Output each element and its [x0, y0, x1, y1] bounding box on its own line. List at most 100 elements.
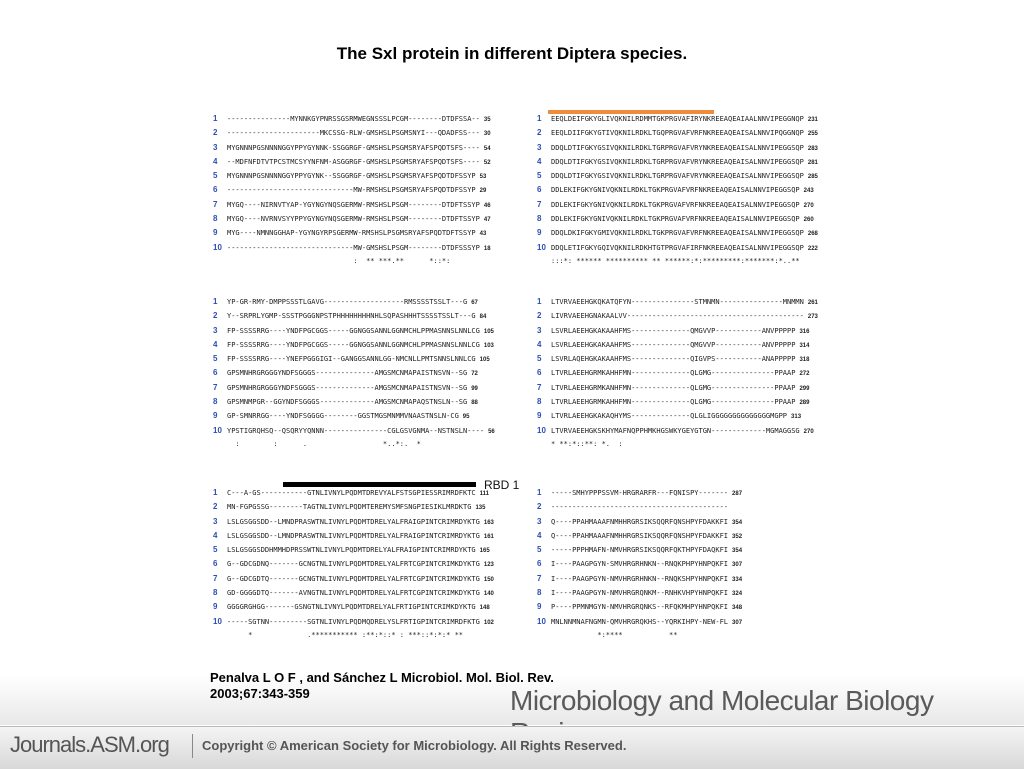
species-number: 9	[537, 602, 542, 612]
species-number: 6	[213, 185, 218, 195]
footer-strip	[0, 726, 1024, 769]
residue-position: 47	[483, 217, 491, 224]
sequence: -----PPPHMAFN-NMVHRGRSIKSQQRFQKTHPYFDAQK…	[551, 546, 729, 555]
alignment-row: 2 LIVRVAEEHGNAKAALVV---------------------…	[537, 309, 818, 323]
species-number: 4	[537, 530, 542, 540]
alignment-row: 6 I----PAAGPGYN-SMVHRGRHNKN--RNQKPHPYHNPQ…	[537, 557, 742, 571]
residue-position: 268	[807, 231, 818, 238]
alignment-row: 6 G--GDCGDNQ-------GCNGTNLIVNYLPQDMTDRELY…	[213, 557, 494, 571]
alignment-row: 6 ------------------------------MW-RMSHSL…	[213, 183, 491, 197]
sequence: FP-SSSSRRG----YNDFPGCGGS-----GGNGGSANNLG…	[227, 326, 480, 335]
alignment-row: 1 YP-GR-RMY-DMPPSSSTLGAVG----------------…	[213, 295, 495, 309]
alignment-row: 10 YPSTIGRQHSQ--QSQRYYQNNN---------------…	[213, 424, 495, 438]
sequence: GGGGRGHGG-------GSNGTNLIVNYLPQDMTDRELYAL…	[227, 603, 476, 612]
residue-position: 283	[807, 145, 818, 152]
sequence: GD-GGGGDTQ-------AVNGTNLIVNYLPQDMTDRELYA…	[227, 589, 480, 598]
species-number: 3	[537, 142, 542, 152]
residue-position: 287	[732, 491, 743, 497]
alignment-row: 1 LTVRVAEEHGKQKATQFYN---------------STMNM…	[537, 295, 818, 309]
species-number: 2	[213, 128, 218, 138]
sequence: DDLEKIFGKYGNIVQKNILRDKLTGKPRGVAFVRFNKREE…	[551, 200, 800, 209]
species-number: 9	[213, 228, 218, 238]
species-number: 3	[213, 142, 218, 152]
alignment-row: 6 DDLEKIFGKYGNIVQKNILRDKLTGKPRGVAFVRFNKRE…	[537, 183, 818, 197]
residue-position: 270	[803, 202, 814, 209]
species-number: 5	[213, 545, 218, 555]
alignment-row: 3 LSLGSGGSDD--LMNDPRASWTNLIVNYLPQDMTDRELY…	[213, 515, 494, 529]
species-number: 7	[537, 199, 542, 209]
species-number: 9	[213, 602, 218, 612]
residue-position: 231	[807, 117, 818, 123]
alignment-block: 1 -----SMHYPPPSSVM-HRGRARFR---FQNISPY----…	[537, 486, 742, 641]
alignment-row: 3 LSVRLAEEHGKAKAAHFMS--------------QMGVVP…	[537, 324, 818, 338]
sequence: LTVRLAEEHGKAKAQHYMS--------------QLGLIGG…	[551, 412, 788, 421]
sequence: FP-SSSSRRG----YNDFPGCGGS-----GGNGGSANNLG…	[227, 340, 480, 349]
residue-position: 161	[483, 533, 494, 540]
sequence: LIVRVAEEHGNAKAALVV----------------------…	[551, 312, 804, 321]
residue-position: 354	[732, 548, 743, 555]
residue-position: 67	[471, 300, 478, 306]
sequence: DDQLDTIFGKYGSIVQKNILRDKLTGRPRGVAFVRYNKRE…	[551, 157, 804, 166]
residue-position: 270	[803, 428, 814, 435]
residue-position: 111	[479, 491, 490, 497]
alignment-row: 3 FP-SSSSRRG----YNDFPGCGGS-----GGNGGSANNL…	[213, 324, 495, 338]
species-number: 5	[213, 171, 218, 181]
sequence: YP-GR-RMY-DMPPSSSTLGAVG-----------------…	[227, 298, 468, 306]
sequence: GPSMNHRGRGGGYNDFSGGGS--------------AMGSM…	[227, 369, 468, 378]
alignment-row: 4 LSVRLAEEHGKAKAAHFMS--------------QMGVVP…	[537, 338, 818, 352]
alignment-row: 7 LTVRLAEEHGRMKANHFMN--------------QLGMG-…	[537, 381, 818, 395]
species-number: 10	[537, 616, 546, 626]
species-number: 8	[213, 397, 218, 407]
residue-position: 307	[732, 562, 743, 569]
residue-position: 307	[732, 619, 743, 626]
species-number: 9	[537, 411, 542, 421]
alignment-row: 7 G--GDCGDTQ-------GCNGTNLIVNYLPQDMTDRELY…	[213, 572, 494, 586]
alignment-row: 3 MYGNNNPGSNNNNGGYPPYGYNNK-SSGGRGF-GMSHSL…	[213, 141, 491, 155]
sequence: MYGNNNPGSNNNNGGYPPYGYNK--SSGGRGF-GMSHSLP…	[227, 172, 476, 181]
alignment-row: 6 LTVRLAEEHGRMKAHHFMN--------------QLGMG-…	[537, 366, 818, 380]
residue-position: 260	[803, 217, 814, 224]
species-number: 7	[537, 382, 542, 392]
sequence: DDQLETIFGKYGQIVQKNILRDKHTGTPRGVAFIRFNKRE…	[551, 243, 804, 252]
sequence: MYGQ----NVRNVSYYPPYGYNGYNQSGERMW-RMSHSLP…	[227, 215, 480, 224]
species-number: 1	[213, 297, 218, 306]
alignment-row: 7 DDLEKIFGKYGNIVQKNILRDKLTGKPRGVAFVRFNKRE…	[537, 198, 818, 212]
species-number: 10	[213, 242, 222, 252]
residue-position: 46	[483, 202, 491, 209]
residue-position: 43	[479, 231, 487, 238]
sequence: ----------------------------------------…	[551, 503, 729, 512]
sequence: ---------------MYNNKGYPNRSSGSRMWEGNSSSLP…	[227, 115, 480, 123]
alignment-block: 1 EEQLDEIFGKYGLIVQKNILRDMMTGKPRGVAFIRYNKR…	[537, 112, 818, 267]
residue-position: 285	[807, 174, 818, 181]
alignment-row: 1 ---------------MYNNKGYPNRSSGSRMWEGNSSSL…	[213, 112, 491, 126]
consensus: :::*: ****** ********** ** ******:*:****…	[551, 256, 800, 265]
residue-position: 52	[483, 159, 491, 166]
residue-position: 105	[479, 357, 490, 364]
alignment-block: 1 LTVRVAEEHGKQKATQFYN---------------STMNM…	[537, 295, 818, 450]
species-number: 10	[537, 242, 546, 252]
species-number: 8	[537, 588, 542, 598]
sequence: ------------------------------MW-RMSHSLP…	[227, 186, 476, 195]
alignment-row: 1 EEQLDEIFGKYGLIVQKNILRDMMTGKPRGVAFIRYNKR…	[537, 112, 818, 126]
residue-position: 56	[488, 428, 495, 435]
residue-position: 222	[807, 245, 818, 252]
species-number: 1	[537, 297, 542, 306]
sequence: EEQLDEIFGKYGLIVQKNILRDMMTGKPRGVAFIRYNKRE…	[551, 115, 804, 123]
citation: Penalva L O F , and Sánchez L Microbiol.…	[210, 670, 554, 702]
species-number: 6	[213, 368, 218, 378]
residue-position: 352	[732, 533, 743, 540]
alignment-row: 7 GPSMNHRGRGGGYNDFSGGGS--------------AMGS…	[213, 381, 495, 395]
sequence: LTVRVAEEHGKQKATQFYN---------------STMNMN…	[551, 298, 804, 306]
species-number: 7	[213, 382, 218, 392]
alignment-row: 9 GP-SMNRRGG----YNDFSGGGG--------GGSTMGSM…	[213, 409, 495, 423]
residue-position: 30	[483, 131, 491, 138]
alignment-row: 3 Q----PPAHMAAAFNMHHRGRSIKSQQRFQNSHPYFDAK…	[537, 515, 742, 529]
sequence: GPSMNHRGRGGGYNDFSGGGS--------------AMGSM…	[227, 383, 468, 392]
residue-position: 72	[471, 371, 478, 378]
species-number: 3	[537, 325, 542, 335]
sequence: DDQLDTIFGKYGSIVQKNILRDKLTGRPRGVAFVRYNKRE…	[551, 143, 804, 152]
residue-position: 316	[799, 328, 810, 335]
alignment-row: 5 LSVRLAQEHGKAKAAHFMS--------------QIGVPS…	[537, 352, 818, 366]
species-number: 7	[537, 573, 542, 583]
species-number: 10	[213, 425, 222, 435]
